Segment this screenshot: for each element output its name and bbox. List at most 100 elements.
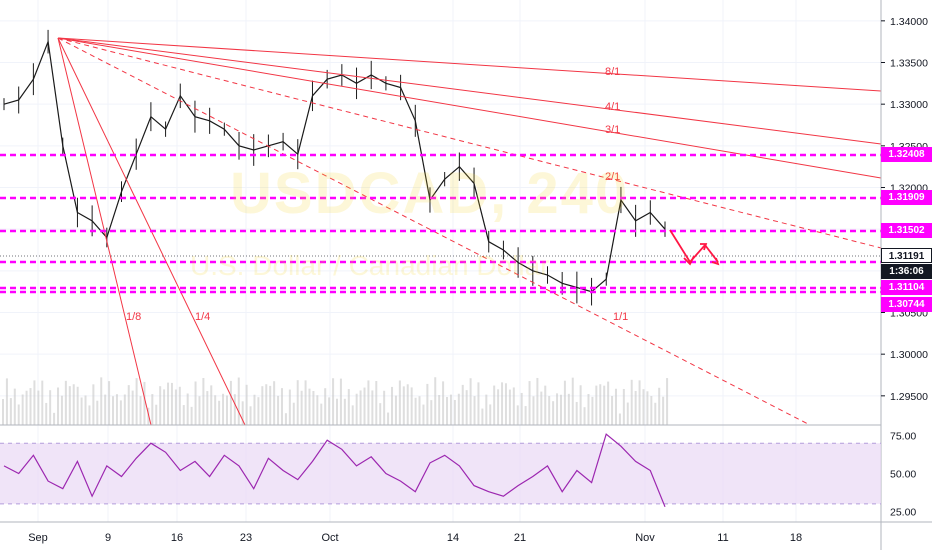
volume-bar xyxy=(210,385,213,425)
price-tag-level-3: 1.31502 xyxy=(881,223,932,238)
volume-bar xyxy=(512,387,515,425)
volume-bar xyxy=(339,378,342,425)
volume-bar xyxy=(646,391,649,425)
arrow-head xyxy=(700,243,708,251)
volume-bar xyxy=(461,384,464,425)
volume-bar xyxy=(611,396,614,425)
volume-bar xyxy=(375,380,378,425)
volume-bar xyxy=(127,385,130,425)
volume-bar xyxy=(426,383,429,425)
volume-bar xyxy=(76,386,79,425)
volume-bar xyxy=(406,384,409,425)
volume-bar xyxy=(218,400,221,425)
volume-bar xyxy=(379,403,382,425)
volume-bar xyxy=(257,397,260,425)
volume-bar xyxy=(241,401,244,425)
volume-bar xyxy=(72,384,75,425)
volume-bar xyxy=(666,378,669,425)
volume-bar xyxy=(194,381,197,425)
x-tick-label: 16 xyxy=(171,532,183,544)
volume-bar xyxy=(556,393,559,425)
fan-line xyxy=(57,37,882,249)
volume-bar xyxy=(119,400,122,425)
volume-bar xyxy=(49,390,52,425)
fan-label: 2/1 xyxy=(605,171,620,183)
volume-bar xyxy=(489,404,492,425)
volume-bar xyxy=(442,381,445,425)
volume-bar xyxy=(284,413,287,425)
volume-bar xyxy=(430,400,433,425)
volume-bar xyxy=(587,394,590,425)
rsi-tick-label: 75.00 xyxy=(890,431,916,443)
volume-bar xyxy=(504,383,507,425)
volume-bar xyxy=(359,390,362,425)
volume-bar xyxy=(563,380,566,425)
volume-bar xyxy=(398,380,401,425)
volume-bar xyxy=(249,406,252,425)
x-tick-label: 21 xyxy=(514,532,526,544)
x-tick-label: 9 xyxy=(105,532,111,544)
x-tick-label: Nov xyxy=(635,532,655,544)
volume-bar xyxy=(343,398,346,425)
volume-bar xyxy=(540,391,543,425)
fan-line xyxy=(57,37,882,92)
volume-bar xyxy=(320,403,323,425)
volume-bar xyxy=(41,380,44,425)
volume-bar xyxy=(135,378,138,425)
fan-label: 3/1 xyxy=(605,124,620,136)
arrow-head xyxy=(711,257,720,266)
y-tick-label: 1.30000 xyxy=(890,349,928,361)
volume-bar xyxy=(457,393,460,425)
rsi-line xyxy=(3,433,666,508)
volume-bar xyxy=(9,398,12,425)
volume-bar xyxy=(277,395,280,425)
volume-bar xyxy=(438,395,441,425)
volume-bar xyxy=(571,377,574,425)
volume-bar xyxy=(178,386,181,425)
volume-bar xyxy=(182,405,185,425)
fan-label: 4/1 xyxy=(605,101,620,113)
volume-bar xyxy=(84,395,87,425)
volume-bar xyxy=(190,406,193,425)
volume-bar xyxy=(5,378,8,425)
x-tick-label: 18 xyxy=(790,532,802,544)
volume-bar xyxy=(622,388,625,425)
volume-bar xyxy=(618,413,621,425)
volume-bar xyxy=(316,395,319,425)
volume-bar xyxy=(202,378,205,425)
volume-bar xyxy=(347,389,350,425)
projection-arrow xyxy=(669,229,719,264)
y-tick-label: 1.33000 xyxy=(890,99,928,111)
volume-bar xyxy=(654,402,657,425)
volume-bar xyxy=(391,386,394,425)
volume-bar xyxy=(88,405,91,425)
volume-bar xyxy=(638,380,641,425)
y-tick-label: 1.33500 xyxy=(890,58,928,70)
volume-bar xyxy=(96,400,99,425)
volume-bar xyxy=(300,390,303,425)
countdown-tag: 1:36:06 xyxy=(881,264,932,279)
volume-bar xyxy=(548,396,551,425)
price-tag-current: 1.31191 xyxy=(881,248,932,263)
volume-bar xyxy=(332,378,335,425)
volume-bar xyxy=(607,381,610,425)
volume-bar xyxy=(253,394,256,425)
volume-bar xyxy=(131,390,134,425)
volume-bar xyxy=(493,385,496,425)
volume-bar xyxy=(273,381,276,425)
volume-bar xyxy=(532,396,535,425)
volume-bar xyxy=(37,390,40,425)
volume-bar xyxy=(288,389,291,425)
volume-bar xyxy=(308,388,311,425)
volume-bar xyxy=(147,407,150,425)
fan-label: 1/4 xyxy=(195,311,210,323)
x-tick-label: Oct xyxy=(321,532,338,544)
volume-bar xyxy=(394,395,397,425)
volume-bar xyxy=(68,386,71,425)
volume-bar xyxy=(206,391,209,425)
volume-bar xyxy=(355,393,358,425)
volume-bar xyxy=(469,378,472,425)
volume-bar xyxy=(528,381,531,425)
